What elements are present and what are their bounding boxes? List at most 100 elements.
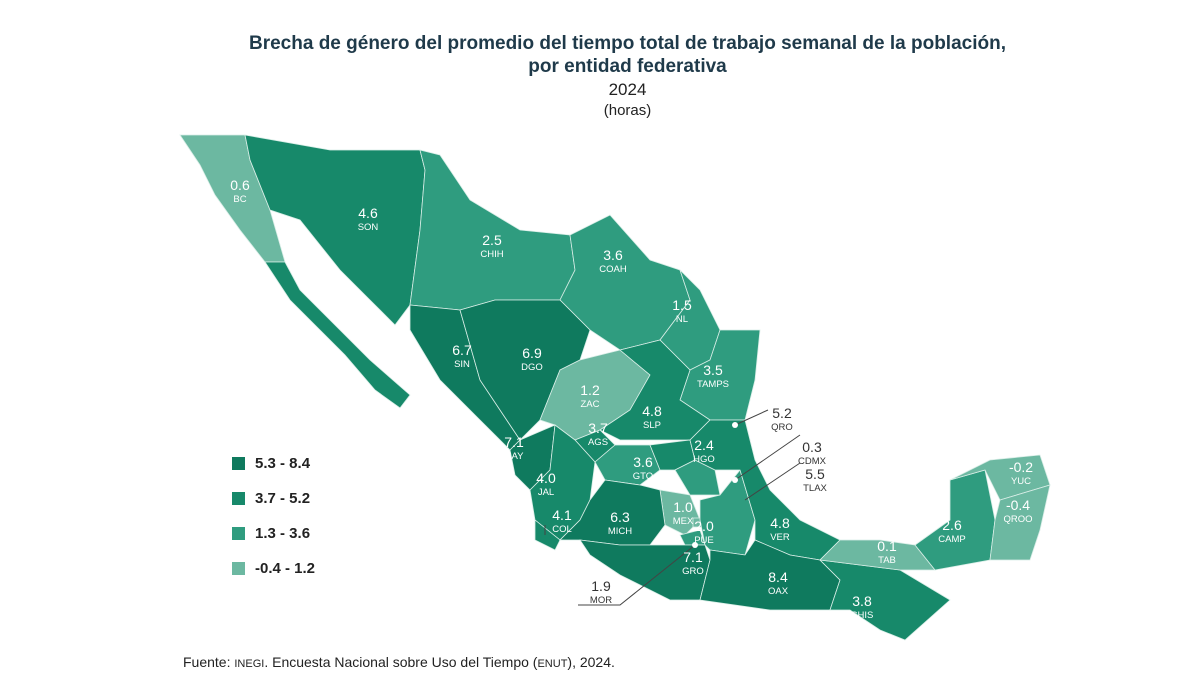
state-abbr-ags: AGS	[588, 437, 608, 448]
state-value-tamps: 3.5	[703, 362, 723, 378]
legend-item: 3.7 - 5.2	[232, 481, 315, 516]
legend-item: -0.4 - 1.2	[232, 551, 315, 586]
leader-line-tlax	[744, 462, 801, 501]
state-qroo	[989, 484, 1051, 561]
state-abbr-tab: TAB	[878, 555, 896, 566]
state-abbr-nl: NL	[676, 314, 688, 325]
state-abbr-qroo: QROO	[1003, 514, 1032, 525]
legend: 5.3 - 8.4 3.7 - 5.2 1.3 - 3.6 -0.4 - 1.2	[232, 446, 315, 586]
state-value-gro: 7.1	[683, 549, 703, 565]
source-org: INEGI	[234, 658, 265, 670]
state-value-bcs: 3.9	[312, 255, 332, 271]
state-value-coah: 3.6	[603, 247, 623, 263]
state-value-chih: 2.5	[482, 232, 502, 248]
legend-label: 5.3 - 8.4	[255, 455, 311, 472]
map-year: 2024	[608, 80, 647, 99]
state-abbr-cdmx: CDMX	[798, 456, 827, 467]
state-value-yuc: -0.2	[1009, 459, 1033, 475]
legend-label: -0.4 - 1.2	[255, 560, 316, 577]
state-abbr-qro: QRO	[771, 422, 793, 433]
state-tab	[819, 539, 936, 571]
state-abbr-oax: OAX	[768, 586, 789, 597]
state-abbr-jal: JAL	[538, 487, 554, 498]
map-unit: (horas)	[603, 102, 652, 119]
state-value-chis: 3.8	[852, 593, 872, 609]
state-abbr-mex: MEX	[673, 516, 694, 527]
leader-line-qro	[734, 409, 769, 426]
state-abbr-dgo: DGO	[521, 362, 543, 373]
marker-dot	[732, 477, 738, 483]
state-value-cdmx: 0.3	[802, 439, 822, 455]
state-value-dgo: 6.9	[522, 345, 542, 361]
state-chih	[409, 149, 576, 311]
state-value-nay: 7.1	[504, 434, 524, 450]
state-value-mich: 6.3	[610, 509, 630, 525]
state-abbr-gro: GRO	[682, 566, 704, 577]
state-abbr-tamps: TAMPS	[697, 379, 729, 390]
state-abbr-ver: VER	[770, 532, 790, 543]
marker-dot	[692, 542, 698, 548]
state-value-pue: 2.0	[694, 518, 714, 534]
state-chis	[818, 559, 951, 641]
marker-dot	[732, 422, 738, 428]
state-mich	[559, 479, 666, 546]
leader-line-mor	[578, 544, 696, 606]
state-abbr-hgo: HGO	[693, 454, 715, 465]
legend-swatch	[232, 457, 245, 470]
state-value-hgo: 2.4	[694, 437, 714, 453]
state-abbr-camp: CAMP	[938, 534, 965, 545]
state-abbr-chis: CHIS	[851, 610, 874, 621]
legend-label: 3.7 - 5.2	[255, 490, 311, 507]
state-value-camp: 2.6	[942, 517, 962, 533]
state-abbr-tlax: TLAX	[803, 483, 827, 494]
state-abbr-sin: SIN	[454, 359, 470, 370]
state-col	[534, 519, 561, 551]
state-value-zac: 1.2	[580, 382, 600, 398]
leader-line-cdmx	[734, 434, 801, 481]
state-value-qroo: -0.4	[1006, 497, 1030, 513]
state-bcs	[264, 261, 411, 409]
state-abbr-nay: NAY	[505, 451, 524, 462]
state-hgo	[674, 459, 721, 496]
state-value-mex: 1.0	[673, 499, 693, 515]
state-value-tlax: 5.5	[805, 466, 825, 482]
legend-swatch	[232, 562, 245, 575]
state-value-col: 4.1	[552, 507, 572, 523]
legend-swatch	[232, 492, 245, 505]
state-value-sin: 6.7	[452, 342, 472, 358]
state-value-oax: 8.4	[768, 569, 788, 585]
legend-item: 1.3 - 3.6	[232, 516, 315, 551]
state-abbr-mich: MICH	[608, 526, 632, 537]
state-value-slp: 4.8	[642, 403, 662, 419]
state-value-nl: 1.5	[672, 297, 692, 313]
source-suffix: ), 2024.	[567, 654, 615, 670]
state-abbr-chih: CHIH	[480, 249, 503, 260]
state-value-mor: 1.9	[591, 578, 611, 594]
state-abbr-son: SON	[358, 222, 379, 233]
state-abbr-zac: ZAC	[581, 399, 600, 410]
state-abbr-coah: COAH	[599, 264, 627, 275]
state-abbr-slp: SLP	[643, 420, 661, 431]
map-title-line1: Brecha de género del promedio del tiempo…	[249, 33, 1006, 54]
state-abbr-mor: MOR	[590, 595, 612, 606]
map-title-line2: por entidad federativa	[528, 56, 727, 77]
legend-item: 5.3 - 8.4	[232, 446, 315, 481]
state-abbr-bc: BC	[233, 194, 246, 205]
source-middle: . Encuesta Nacional sobre Uso del Tiempo…	[264, 654, 538, 670]
state-camp	[914, 469, 996, 571]
state-abbr-col: COL	[552, 524, 572, 535]
legend-label: 1.3 - 3.6	[255, 525, 311, 542]
state-value-bc: 0.6	[230, 177, 250, 193]
state-abbr-yuc: YUC	[1011, 476, 1031, 487]
state-abbr-gto: GTO	[633, 471, 653, 482]
source-acronym: ENUT	[537, 658, 568, 670]
state-value-tab: 0.1	[877, 538, 897, 554]
state-value-qro: 5.2	[772, 405, 792, 421]
state-value-jal: 4.0	[536, 470, 556, 486]
legend-swatch	[232, 527, 245, 540]
state-value-son: 4.6	[358, 205, 378, 221]
source-note: Fuente: INEGI. Encuesta Nacional sobre U…	[183, 654, 615, 670]
state-value-ver: 4.8	[770, 515, 790, 531]
state-abbr-bcs: BCS	[312, 272, 332, 283]
state-abbr-pue: PUE	[694, 535, 714, 546]
